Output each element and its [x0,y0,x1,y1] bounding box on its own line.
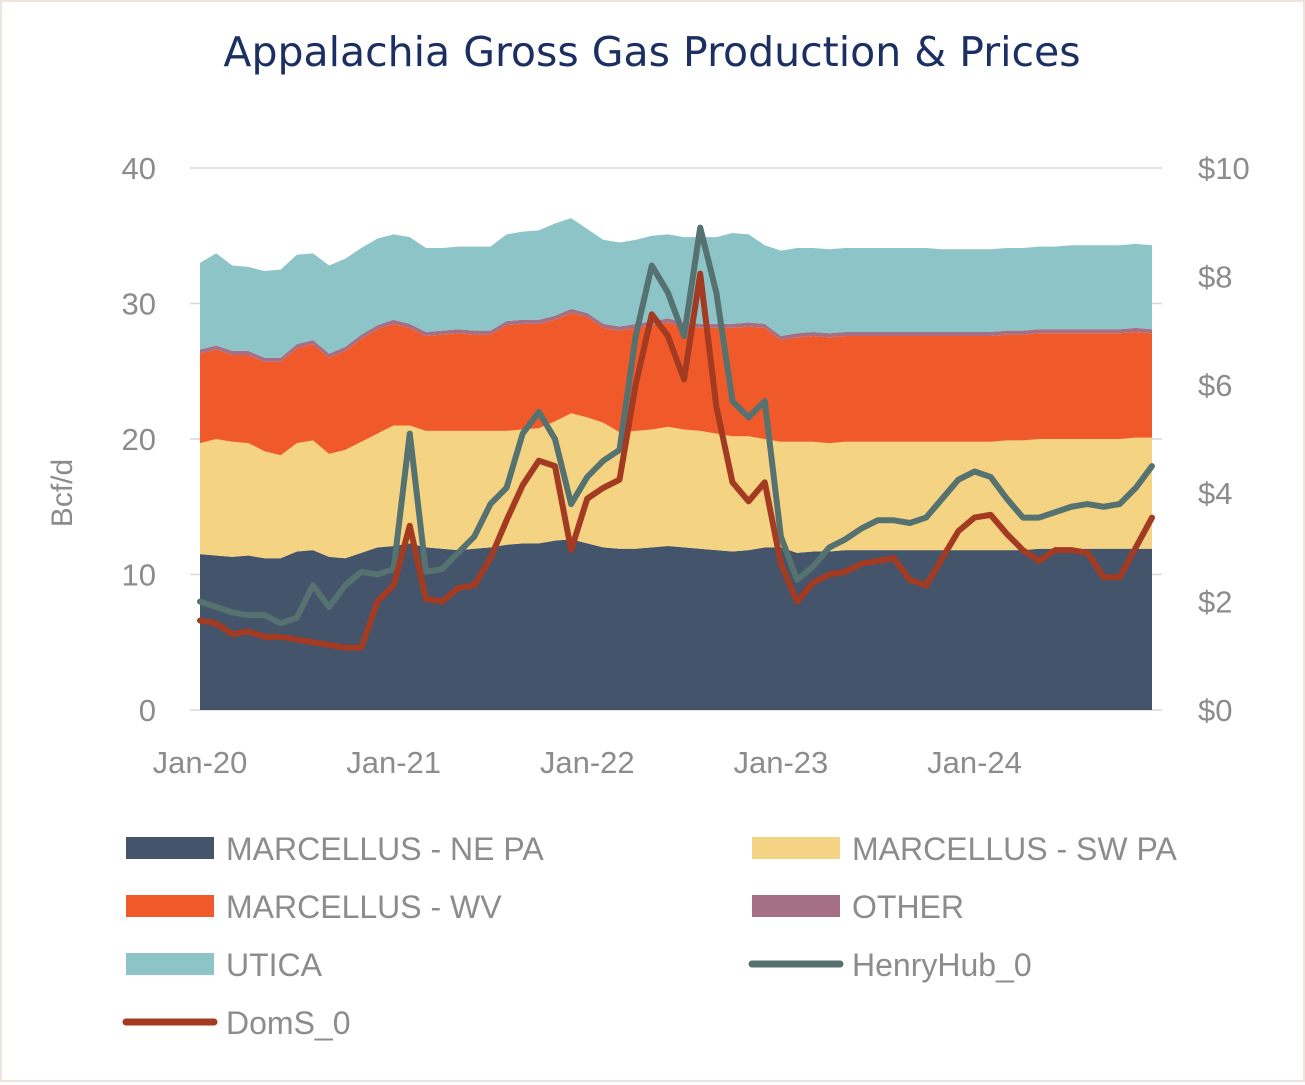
price-lines [197,224,1155,651]
y-tick-label: 10 [122,558,156,593]
y-tick-label: 20 [122,422,156,457]
legend-swatch-other [752,895,840,917]
y-tick-label: 0 [139,693,156,728]
line-henryhub-0 [197,224,1155,627]
legend-label-marcellus-ne-pa: MARCELLUS - NE PA [226,831,544,867]
legend-label-other: OTHER [852,889,964,925]
area-other [200,308,1152,362]
area-utica [200,218,1152,358]
legend-swatch-marcellus-ne-pa [126,837,214,859]
line-doms-0 [197,270,1155,651]
legend: MARCELLUS - NE PA MARCELLUS - SW PA MARCEL… [122,831,1177,1041]
legend-swatch-utica [126,953,214,975]
stacked-areas [200,218,1152,710]
y-axis-label: Bcf/d [46,459,79,527]
y2-tick-label: $0 [1198,693,1232,728]
y2-tick-label: $10 [1198,151,1250,186]
legend-label-henryhub-0: HenryHub_0 [852,947,1032,983]
y2-tick-label: $8 [1198,259,1232,294]
left-axis-ticks: 0 10 20 30 40 [122,151,156,728]
x-tick-label: Jan-23 [733,745,828,780]
legend-label-doms-0: DomS_0 [226,1005,351,1041]
legend-label-marcellus-sw-pa: MARCELLUS - SW PA [852,831,1177,867]
x-tick-label: Jan-21 [346,745,441,780]
x-axis-ticks: Jan-20 Jan-21 Jan-22 Jan-23 Jan-24 [153,745,1022,780]
x-tick-label: Jan-20 [153,745,248,780]
area-marcellus-wv [200,312,1152,456]
legend-swatch-marcellus-wv [126,895,214,917]
y2-tick-label: $6 [1198,368,1232,403]
chart-title: Appalachia Gross Gas Production & Prices [223,28,1080,76]
legend-label-utica: UTICA [226,947,323,983]
right-axis-ticks: $0 $2 $4 $6 $8 $10 [1198,151,1250,728]
y2-tick-label: $2 [1198,585,1232,620]
x-tick-label: Jan-22 [540,745,635,780]
x-tick-label: Jan-24 [927,745,1022,780]
y2-tick-label: $4 [1198,476,1232,511]
y-tick-label: 30 [122,287,156,322]
legend-swatch-marcellus-sw-pa [752,837,840,859]
legend-label-marcellus-wv: MARCELLUS - WV [226,889,502,925]
area-marcellus-ne-pa [200,539,1152,710]
y-tick-label: 40 [122,151,156,186]
